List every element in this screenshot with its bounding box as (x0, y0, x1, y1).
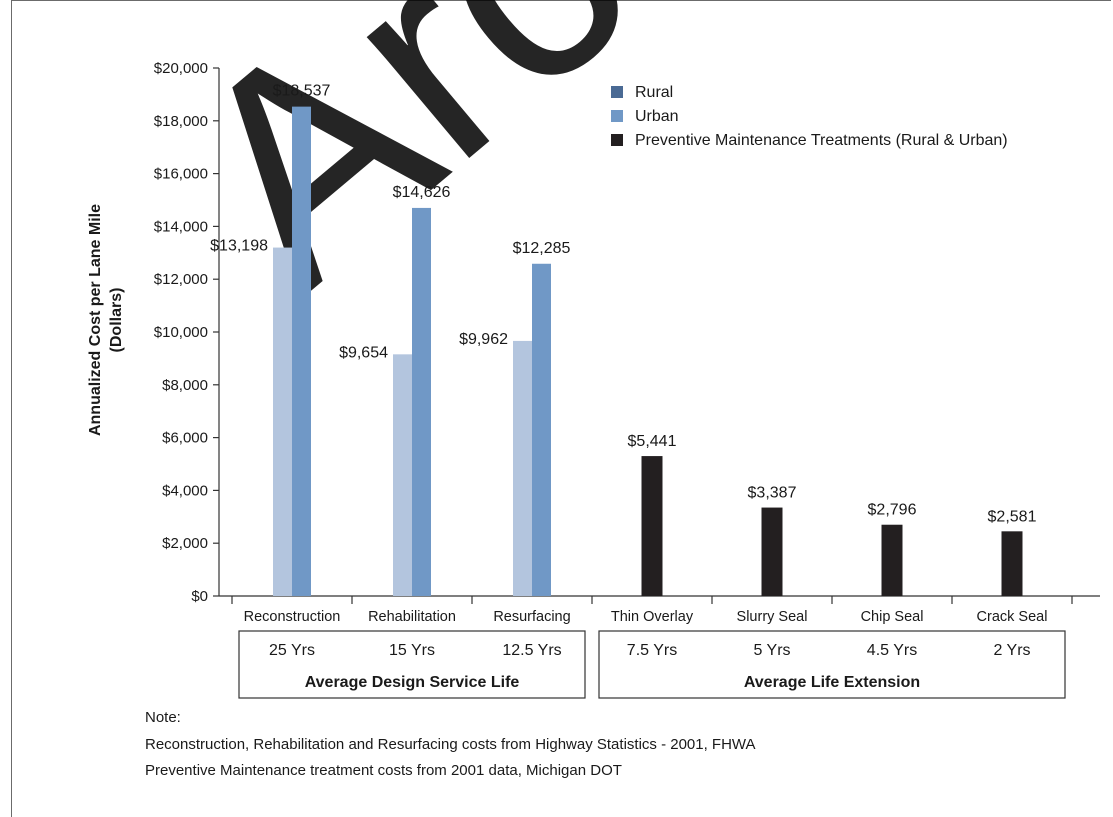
note-heading: Note: (145, 709, 181, 726)
duration-label: 15 Yrs (389, 642, 435, 659)
legend-swatch (611, 110, 623, 122)
duration-boxes: Average Design Service Life Average Life … (238, 630, 1066, 699)
y-tick-label: $2,000 (162, 535, 208, 552)
bars (273, 106, 1023, 597)
y-tick-label: $0 (191, 588, 208, 605)
bar-pm-chip-seal (881, 524, 903, 596)
y-tick-label: $8,000 (162, 377, 208, 394)
bar-rural-rehabilitation (393, 354, 412, 596)
y-tick-label: $12,000 (154, 271, 208, 288)
category-label: Reconstruction (244, 609, 341, 625)
duration-label: 5 Yrs (753, 642, 790, 659)
duration-label: 12.5 Yrs (502, 642, 561, 659)
duration-label: 4.5 Yrs (867, 642, 917, 659)
data-label-pm: $2,581 (988, 508, 1037, 525)
group-label: Average Life Extension (744, 674, 920, 691)
duration-label: 2 Yrs (993, 642, 1030, 659)
data-label-rural: $9,654 (339, 344, 388, 361)
y-tick-label: $14,000 (154, 218, 208, 235)
data-label-rural: $9,962 (459, 331, 508, 348)
y-tick-label: $16,000 (154, 166, 208, 183)
bar-rural-reconstruction (273, 247, 292, 596)
data-label-urban: $18,537 (273, 83, 331, 100)
data-label-urban: $12,285 (513, 240, 571, 257)
category-label: Rehabilitation (368, 609, 456, 625)
y-tick-label: $4,000 (162, 482, 208, 499)
y-tick-label: $18,000 (154, 113, 208, 130)
data-label-pm: $5,441 (628, 433, 677, 450)
y-tick-label: $6,000 (162, 430, 208, 447)
bar-pm-thin-overlay (641, 456, 663, 596)
group-box (598, 630, 1066, 699)
note-line-1: Reconstruction, Rehabilitation and Resur… (145, 736, 756, 753)
bar-pm-slurry-seal (761, 507, 783, 596)
category-label: Resurfacing (493, 609, 570, 625)
y-tick-label: $10,000 (154, 324, 208, 341)
chart-frame (11, 0, 1111, 817)
legend-swatch (611, 86, 623, 98)
data-labels: $13,198 $18,537 $9,654 $14,626 $9,962 $12,285… (210, 83, 1036, 526)
category-label: Chip Seal (861, 609, 924, 625)
legend: Rural Urban Preventive Maintenance Treatme… (611, 84, 1008, 149)
bar-rural-resurfacing (513, 340, 532, 596)
y-tick-label: $20,000 (154, 60, 208, 77)
data-label-pm: $3,387 (748, 485, 797, 502)
legend-swatch (611, 134, 623, 146)
category-label: Crack Seal (977, 609, 1048, 625)
group-box (238, 630, 586, 699)
duration-label: 25 Yrs (269, 642, 315, 659)
category-labels: Reconstruction Rehabilitation Resurfacing T… (244, 609, 1048, 625)
category-label: Slurry Seal (737, 609, 808, 625)
y-axis-label-line1: Annualized Cost per Lane Mile (87, 204, 104, 436)
duration-label: 7.5 Yrs (627, 642, 677, 659)
data-label-rural: $13,198 (210, 238, 268, 255)
bar-urban-rehabilitation (412, 207, 431, 597)
bar-urban-resurfacing (532, 263, 551, 596)
legend-label: Preventive Maintenance Treatments (Rural… (635, 132, 1008, 149)
category-label: Thin Overlay (611, 609, 694, 625)
note-line-2: Preventive Maintenance treatment costs f… (145, 762, 622, 779)
legend-label: Rural (635, 84, 673, 101)
data-label-urban: $14,626 (393, 184, 451, 201)
group-label: Average Design Service Life (305, 674, 520, 691)
bar-pm-crack-seal (1001, 531, 1023, 596)
bar-urban-reconstruction (292, 106, 311, 596)
legend-label: Urban (635, 108, 679, 125)
y-axis-label-line2: (Dollars) (108, 288, 125, 353)
data-label-pm: $2,796 (868, 502, 917, 519)
watermark-text: Arc (125, 0, 686, 349)
